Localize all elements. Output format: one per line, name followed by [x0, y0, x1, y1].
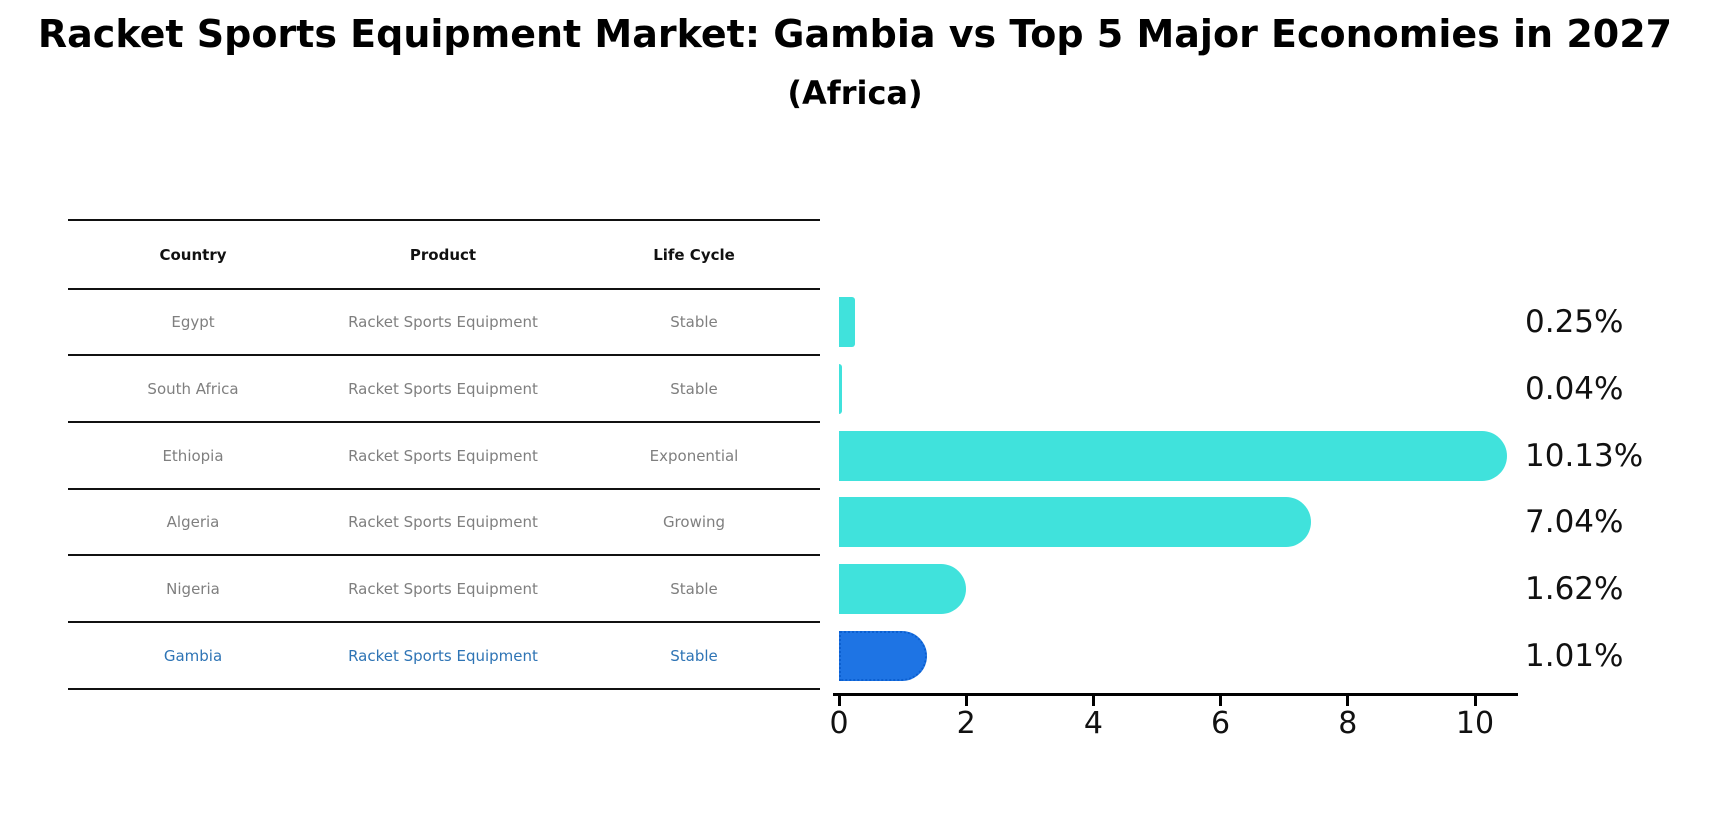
table-rule-4	[68, 488, 820, 490]
value-label-nigeria: 1.62%	[1525, 570, 1624, 607]
x-tick-label-4: 4	[1083, 706, 1103, 741]
bar-nigeria	[839, 563, 967, 614]
product-cell: Racket Sports Equipment	[348, 513, 538, 531]
x-tick-mark-0	[837, 696, 841, 706]
x-tick-label-2: 2	[956, 706, 976, 741]
product-cell: Racket Sports Equipment	[348, 379, 538, 398]
country-cell: Egypt	[171, 313, 215, 331]
country-cell: Algeria	[166, 513, 220, 531]
value-label-egypt: 0.25%	[1525, 304, 1624, 340]
life-cycle-cell: Exponential	[649, 446, 739, 465]
table-row-ethiopia: Ethiopia Racket Sports Equipment Exponenti…	[68, 422, 820, 489]
column-header-life-cycle: Life Cycle	[653, 245, 735, 264]
life-cycle-cell: Stable	[670, 646, 718, 665]
table-rule-5	[68, 554, 820, 556]
value-label-south-africa: 0.04%	[1525, 370, 1624, 407]
x-tick-mark-2	[964, 696, 968, 706]
bar-gambia	[839, 630, 928, 681]
product-cell: Racket Sports Equipment	[348, 579, 538, 598]
bar-ethiopia	[839, 430, 1508, 481]
life-cycle-cell: Stable	[670, 579, 718, 598]
table-row-nigeria: Nigeria Racket Sports Equipment Stable	[68, 555, 820, 622]
x-tick-mark-10	[1473, 696, 1477, 706]
country-cell: Nigeria	[166, 579, 220, 598]
x-tick-label-0: 0	[829, 706, 849, 741]
table-row-gambia: Gambia Racket Sports Equipment Stable	[68, 622, 820, 689]
product-cell: Racket Sports Equipment	[348, 313, 538, 331]
column-header-country: Country	[159, 245, 227, 264]
life-cycle-cell: Stable	[670, 313, 718, 331]
table-row-egypt: Egypt Racket Sports Equipment Stable	[68, 289, 820, 355]
x-axis-line	[833, 693, 1518, 696]
x-tick-label-6: 6	[1211, 706, 1231, 741]
x-tick-mark-4	[1091, 696, 1095, 706]
table-row-algeria: Algeria Racket Sports Equipment Growing	[68, 489, 820, 555]
table-header-row: Country Product Life Cycle	[68, 220, 820, 289]
table-rule-3	[68, 421, 820, 423]
country-cell: Gambia	[163, 646, 223, 665]
x-tick-label-10: 10	[1455, 706, 1495, 741]
table-rule-2	[68, 354, 820, 356]
x-tick-mark-6	[1219, 696, 1223, 706]
bar-egypt	[839, 297, 855, 347]
page-subtitle: (Africa)	[787, 74, 923, 112]
country-cell: Ethiopia	[162, 446, 224, 465]
life-cycle-cell: Stable	[670, 379, 718, 398]
bar-south-africa	[839, 363, 842, 414]
x-tick-label-8: 8	[1338, 706, 1358, 741]
value-label-gambia: 1.01%	[1525, 637, 1624, 674]
table-rule-7	[68, 688, 820, 690]
product-cell: Racket Sports Equipment	[348, 646, 538, 665]
value-label-ethiopia: 10.13%	[1525, 437, 1644, 474]
x-tick-mark-8	[1346, 696, 1350, 706]
table-rule-0	[68, 219, 820, 221]
table-rule-1	[68, 288, 820, 290]
column-header-product: Product	[409, 245, 477, 264]
table-row-south-africa: South Africa Racket Sports Equipment Stabl…	[68, 355, 820, 422]
country-cell: South Africa	[147, 379, 239, 398]
value-label-algeria: 7.04%	[1525, 504, 1624, 540]
table-rule-6	[68, 621, 820, 623]
bar-algeria	[839, 497, 1311, 547]
life-cycle-cell: Growing	[662, 513, 726, 531]
product-cell: Racket Sports Equipment	[348, 446, 538, 465]
page-title: Racket Sports Equipment Market: Gambia v…	[37, 12, 1673, 56]
